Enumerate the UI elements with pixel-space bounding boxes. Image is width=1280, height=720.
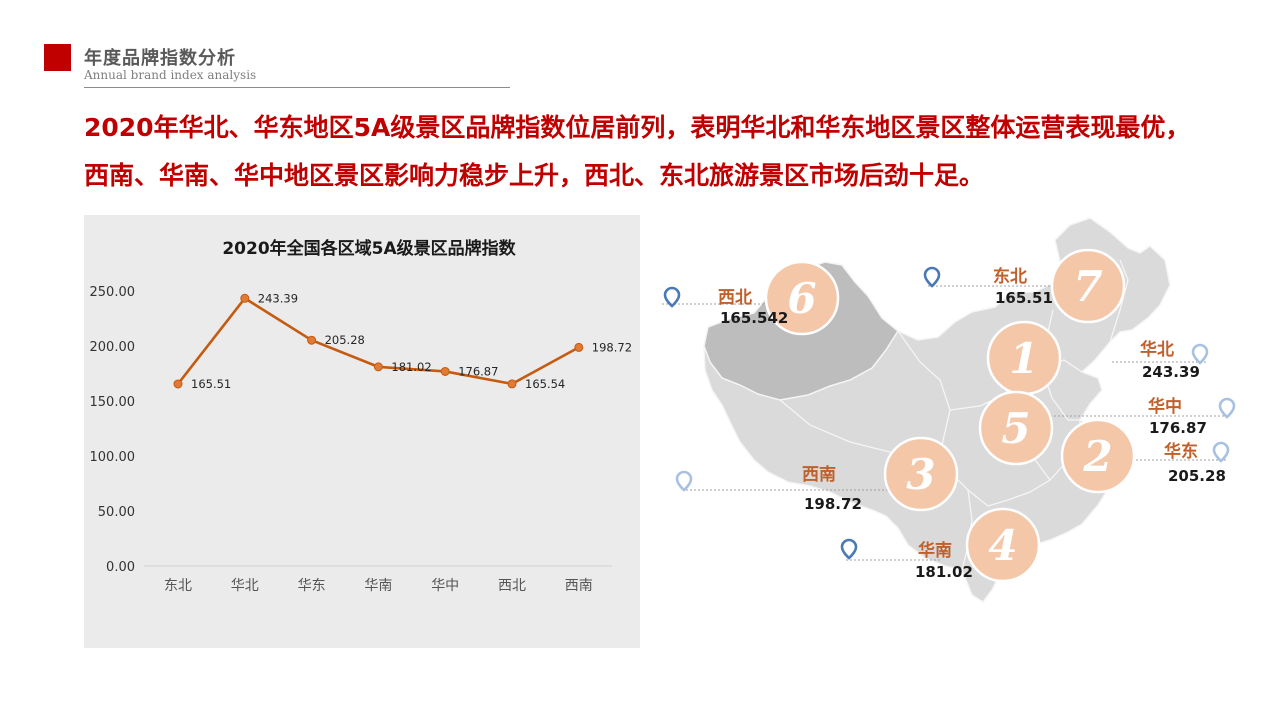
line-chart-panel: 2020年全国各区域5A级景区品牌指数 0.00 50.00 100.00 150.0… bbox=[84, 215, 640, 648]
region-value: 243.39 bbox=[1142, 363, 1200, 381]
x-tick-label: 西北 bbox=[498, 578, 526, 594]
data-label: 176.87 bbox=[458, 364, 498, 378]
region-value: 176.87 bbox=[1149, 419, 1207, 437]
chart-title: 2020年全国各区域5A级景区品牌指数 bbox=[222, 238, 516, 259]
header-accent-square bbox=[44, 44, 71, 71]
region-name: 华北 bbox=[1140, 339, 1174, 360]
page-title: 年度品牌指数分析 bbox=[84, 44, 236, 70]
data-label: 205.28 bbox=[325, 333, 365, 347]
rank-number: 4 bbox=[988, 521, 1017, 570]
rank-number: 5 bbox=[1001, 404, 1030, 453]
x-tick-label: 东北 bbox=[164, 578, 192, 594]
data-label: 181.02 bbox=[391, 360, 431, 374]
data-label: 165.54 bbox=[525, 377, 565, 391]
x-tick-label: 华东 bbox=[298, 578, 326, 594]
data-point bbox=[241, 294, 249, 302]
x-tick-label: 华北 bbox=[231, 578, 259, 594]
location-pin-icon bbox=[842, 540, 856, 558]
rank-number: 3 bbox=[906, 450, 935, 499]
data-label: 198.72 bbox=[592, 340, 632, 354]
y-tick-label: 100.00 bbox=[90, 450, 136, 465]
region-name: 华南 bbox=[918, 540, 952, 561]
region-value: 165.542 bbox=[720, 309, 788, 327]
location-pin-icon bbox=[677, 472, 691, 490]
data-point bbox=[174, 380, 182, 388]
y-tick-label: 200.00 bbox=[90, 340, 136, 355]
data-point bbox=[374, 363, 382, 371]
region-name: 华东 bbox=[1164, 441, 1198, 462]
rank-number: 1 bbox=[1009, 334, 1038, 383]
y-tick-label: 250.00 bbox=[90, 285, 136, 300]
data-point bbox=[575, 343, 583, 351]
data-point bbox=[308, 336, 316, 344]
region-name: 华中 bbox=[1148, 396, 1182, 417]
headline-text: 2020年华北、华东地区5A级景区品牌指数位居前列，表明华北和华东地区景区整体运… bbox=[84, 104, 1214, 200]
rank-number: 2 bbox=[1082, 432, 1112, 481]
region-name: 西北 bbox=[718, 288, 752, 308]
location-pin-icon bbox=[1220, 399, 1234, 417]
region-value: 205.28 bbox=[1168, 467, 1226, 485]
region-value: 181.02 bbox=[915, 563, 973, 581]
data-point bbox=[441, 367, 449, 375]
y-tick-label: 150.00 bbox=[90, 395, 136, 410]
header-divider bbox=[84, 87, 510, 88]
rank-number: 6 bbox=[787, 274, 816, 323]
location-pin-icon bbox=[1193, 345, 1207, 363]
data-point bbox=[508, 380, 516, 388]
location-pin-icon bbox=[925, 268, 939, 286]
location-pin-icon bbox=[665, 288, 679, 306]
line-chart: 2020年全国各区域5A级景区品牌指数 0.00 50.00 100.00 150.0… bbox=[84, 215, 640, 648]
region-name: 西南 bbox=[802, 464, 836, 485]
y-tick-label: 0.00 bbox=[106, 560, 135, 575]
region-value: 165.51 bbox=[995, 289, 1053, 307]
page-subtitle: Annual brand index analysis bbox=[84, 68, 256, 82]
y-tick-label: 50.00 bbox=[98, 505, 135, 520]
data-label: 165.51 bbox=[191, 377, 231, 391]
x-tick-label: 西南 bbox=[565, 578, 593, 594]
data-label: 243.39 bbox=[258, 291, 298, 305]
region-name: 东北 bbox=[993, 266, 1027, 287]
rank-number: 7 bbox=[1073, 262, 1102, 311]
x-tick-label: 华中 bbox=[431, 578, 459, 594]
x-tick-label: 华南 bbox=[364, 578, 392, 594]
region-value: 198.72 bbox=[804, 495, 862, 513]
location-pin-icon bbox=[1214, 443, 1228, 461]
